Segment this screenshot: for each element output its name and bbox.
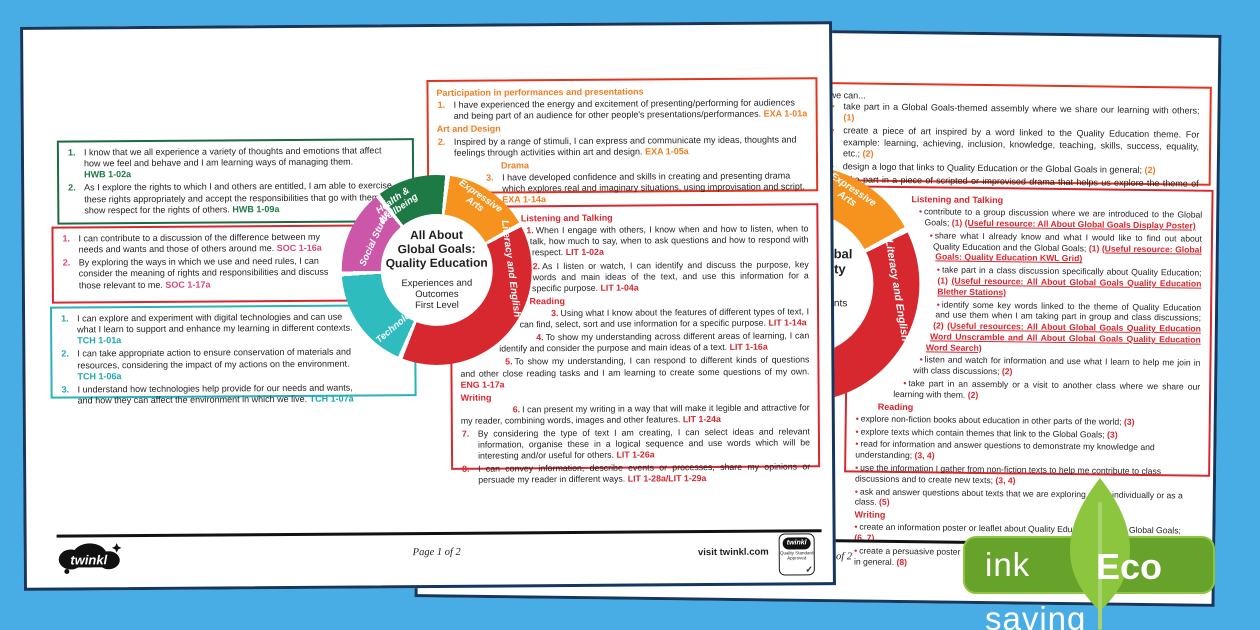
eco-label: Eco (1096, 546, 1163, 587)
list-item: 2. Inspired by a range of stimuli, I can … (437, 134, 797, 158)
list-item: 1. I can contribute to a discussion of th… (62, 231, 322, 255)
list-item: • take part in an assembly or a visit to … (893, 378, 1201, 400)
list-item: 5. To show my understanding, I can respon… (460, 354, 810, 390)
list-item: 1. I know that we all experience a variet… (67, 145, 382, 180)
ink-saving-label: ink saving (985, 546, 1087, 630)
visit-link[interactable]: visit twinkl.com (697, 546, 769, 559)
curriculum-wheel: Health & Wellbeing Expressive Arts Liter… (341, 174, 533, 366)
list-item: 2. As I explore the rights to which I and… (68, 180, 392, 216)
badge-text: Quality Standard Approved (779, 550, 814, 561)
list-item: 1. I can explore and experiment with digi… (61, 311, 353, 346)
check-icon: ✓ (805, 564, 813, 575)
footer-rule (56, 529, 822, 538)
list-item: 7. By considering the type of text I am c… (461, 426, 810, 461)
list-item: 2. I can take appropriate action to ensur… (61, 347, 352, 382)
twinkl-logo: twinkl (57, 540, 123, 581)
wheel-subtitle: Experiences and Outcomes First Level (401, 277, 473, 312)
expressive-arts-box: Participation in performances and presen… (426, 77, 819, 205)
list-item: • read for information and answer questio… (855, 438, 1155, 461)
list-item: • create a piece of art inspired by a wor… (831, 125, 1200, 159)
twinkl-logo-text: twinkl (70, 552, 107, 567)
list-item: • take part in a Global Goals-themed asse… (831, 101, 1200, 123)
list-item: 3. I understand how technologies help pro… (61, 382, 354, 406)
section-heading: Drama (500, 160, 530, 171)
resource-link: (Useful resource: All About Global Goals… (937, 275, 1202, 298)
list-item: 3. I have developed confidence and skills… (486, 170, 805, 205)
list-item: 2. By exploring the ways in which we use … (62, 256, 329, 291)
wheel-hub: All About Global Goals: Quality Educatio… (380, 213, 494, 327)
leaf-icon (1044, 474, 1156, 630)
social-studies-box: 1. I can contribute to a discussion of th… (51, 224, 381, 304)
list-item: 1. I have experienced the energy and exci… (437, 97, 808, 122)
badge-logo: twinkl (782, 537, 811, 550)
list-item: 6. I can present my writing in a way that… (460, 402, 810, 426)
resource-link: (Useful resource: All About Global Goals… (964, 217, 1196, 231)
list-item: 8. I can convey information, describe eve… (462, 461, 811, 486)
resource-link: (Useful resources: All About Global Goal… (925, 320, 1201, 353)
wheel-title: All About (410, 227, 463, 243)
page-number: Page 1 of 2 (412, 546, 461, 559)
document-page-1: Participation in performances and presen… (20, 21, 836, 591)
quality-standard-badge: twinkl Quality Standard Approved ✓ (778, 533, 815, 576)
